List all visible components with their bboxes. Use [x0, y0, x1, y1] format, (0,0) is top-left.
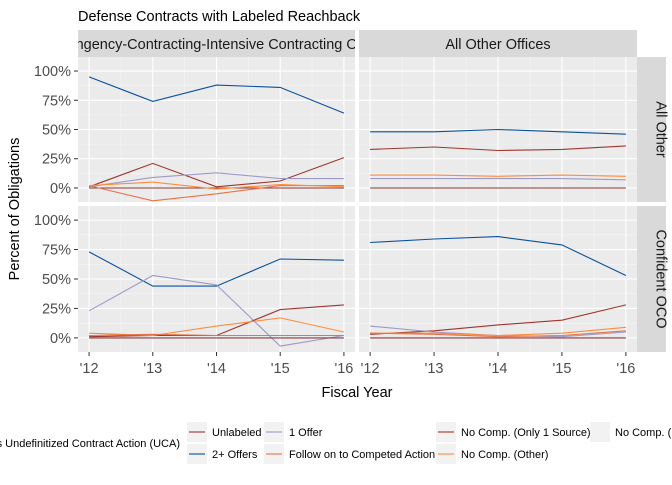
row-strip-label: Confident OCO	[653, 229, 669, 328]
panel-1	[359, 57, 637, 202]
y-tick-label: 100%	[34, 64, 71, 80]
series-line-2-offers	[88, 76, 345, 114]
legend-swatch	[590, 422, 610, 442]
series-line-1-offer	[88, 274, 344, 347]
y-tick-label: 75%	[42, 243, 71, 259]
x-tick-label: '13	[425, 361, 444, 377]
series-line-1-offer	[370, 178, 626, 181]
panel-3	[359, 206, 637, 352]
legend-label: Follow on to Competed Action	[289, 449, 435, 461]
row-strip-label: All Other	[653, 101, 669, 158]
series-line-no-comp-other	[370, 326, 626, 337]
legend-item: 1 Offer	[264, 422, 323, 442]
legend-item: No Comp. (Unknown)	[590, 422, 672, 442]
x-tick-label: '12	[361, 361, 380, 377]
legend-label: Is Undefinitized Contract Action (UCA)	[0, 438, 180, 450]
series-line-2-offers	[88, 251, 344, 287]
row-strip-bg	[637, 57, 666, 202]
col-strip-bg	[359, 30, 637, 57]
legend-item: Is Undefinitized Contract Action (UCA)	[0, 438, 180, 450]
legend-label: No Comp. (Other)	[461, 449, 548, 461]
row-strip-1: Confident OCO	[637, 206, 669, 352]
row-strip-bg	[637, 206, 666, 352]
series-line-follow-on-to-competed-action	[370, 330, 626, 338]
col-strip-1: All Other Offices	[359, 30, 637, 57]
legend-item: No Comp. (Other)	[436, 444, 548, 464]
series-line-no-comp-other	[370, 174, 626, 177]
x-tick-label: '14	[489, 361, 508, 377]
series-line-no-comp-only-1-source	[370, 304, 627, 335]
legend: Is Undefinitized Contract Action (UCA) Un…	[0, 422, 672, 464]
y-tick-label: 50%	[42, 272, 71, 288]
y-tick-label: 50%	[42, 123, 71, 139]
legend-label: 1 Offer	[289, 427, 323, 439]
y-axis-label: Percent of Obligations	[7, 138, 23, 281]
col-strip-bg	[78, 30, 355, 57]
series-line-no-comp-other	[89, 181, 344, 190]
x-tick-label: '13	[143, 361, 162, 377]
series-line-follow-on-to-competed-action	[89, 333, 344, 337]
legend-label: No Comp. (Unknown)	[615, 427, 672, 439]
legend-item: Follow on to Competed Action	[264, 444, 435, 464]
series-line-2-offers	[370, 236, 627, 276]
legend-item: Unlabeled	[187, 422, 262, 442]
legend-item: 2+ Offers	[187, 444, 258, 464]
x-tick-label: '15	[271, 361, 290, 377]
y-tick-label: 0%	[50, 331, 71, 347]
col-strip-label: Contingency-Contracting-Intensive Contra…	[42, 37, 392, 53]
x-axis-label: Fiscal Year	[322, 385, 393, 401]
col-strip-0: Contingency-Contracting-Intensive Contra…	[42, 30, 392, 57]
y-tick-label: 75%	[42, 93, 71, 109]
row-strip-0: All Other	[637, 57, 669, 202]
series-line-2-offers	[370, 128, 626, 135]
x-tick-label: '16	[616, 361, 635, 377]
facets: Contingency-Contracting-Intensive Contra…	[34, 30, 669, 377]
legend-label: No Comp. (Only 1 Source)	[461, 427, 591, 439]
legend-label: 2+ Offers	[212, 449, 258, 461]
series-line-no-comp-only-1-source	[88, 157, 345, 188]
series-line-1-offer	[89, 172, 344, 188]
y-tick-label: 100%	[34, 213, 71, 229]
panel-2	[78, 206, 355, 352]
x-tick-label: '12	[80, 361, 99, 377]
legend-items: Is Undefinitized Contract Action (UCA) Un…	[0, 422, 672, 464]
chart-title: Defense Contracts with Labeled Reachback	[78, 9, 361, 25]
col-strip-label: All Other Offices	[445, 37, 550, 53]
series-line-no-comp-only-1-source	[370, 145, 626, 152]
x-tick-label: '15	[552, 361, 571, 377]
legend-item: No Comp. (Only 1 Source)	[436, 422, 591, 442]
x-tick-label: '16	[334, 361, 353, 377]
y-tick-label: 0%	[50, 181, 71, 197]
x-tick-label: '14	[207, 361, 226, 377]
y-tick-label: 25%	[42, 301, 71, 317]
panel-0	[78, 57, 355, 202]
legend-label: Unlabeled	[212, 427, 262, 439]
y-tick-label: 25%	[42, 152, 71, 168]
